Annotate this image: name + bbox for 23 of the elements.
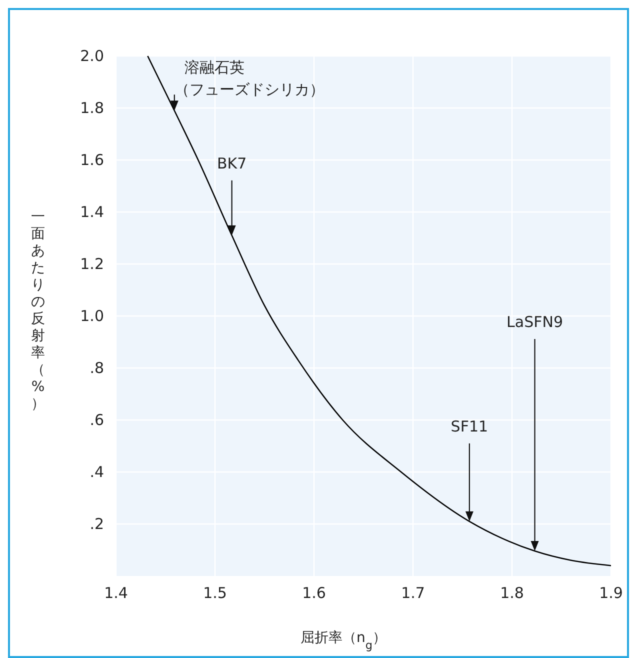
y-tick-label: .8 (90, 359, 104, 377)
text: 一面あたりの反射率（%） (31, 209, 45, 412)
y-tick-label: .2 (90, 515, 104, 533)
annotation: BK7 (216, 154, 247, 172)
annotation: SF11 (450, 417, 488, 436)
y-tick-label: 1.0 (80, 307, 104, 325)
line-series (147, 55, 611, 566)
annotation: LaSFN9 (506, 313, 564, 332)
annotation: 溶融石英（フューズドシリカ） (174, 58, 324, 99)
y-tick-label: 1.8 (80, 99, 104, 117)
x-tick-label: 1.8 (500, 584, 524, 602)
y-tick-label: 1.4 (80, 203, 104, 221)
x-tick-label: 1.9 (599, 584, 623, 602)
x-tick-label: 1.5 (203, 584, 227, 602)
y-tick-label: .4 (90, 463, 104, 481)
x-tick-label: 1.4 (104, 584, 128, 602)
x-tick-label: 1.7 (401, 584, 425, 602)
x-tick-label: 1.6 (302, 584, 326, 602)
x-axis-title: 屈折率（n$_{g}$） (300, 630, 386, 652)
y-tick-label: 1.6 (80, 151, 104, 169)
y-tick-label: .6 (90, 411, 104, 429)
y-tick-label: 1.2 (80, 255, 104, 273)
y-tick-label: 2.0 (80, 47, 104, 65)
